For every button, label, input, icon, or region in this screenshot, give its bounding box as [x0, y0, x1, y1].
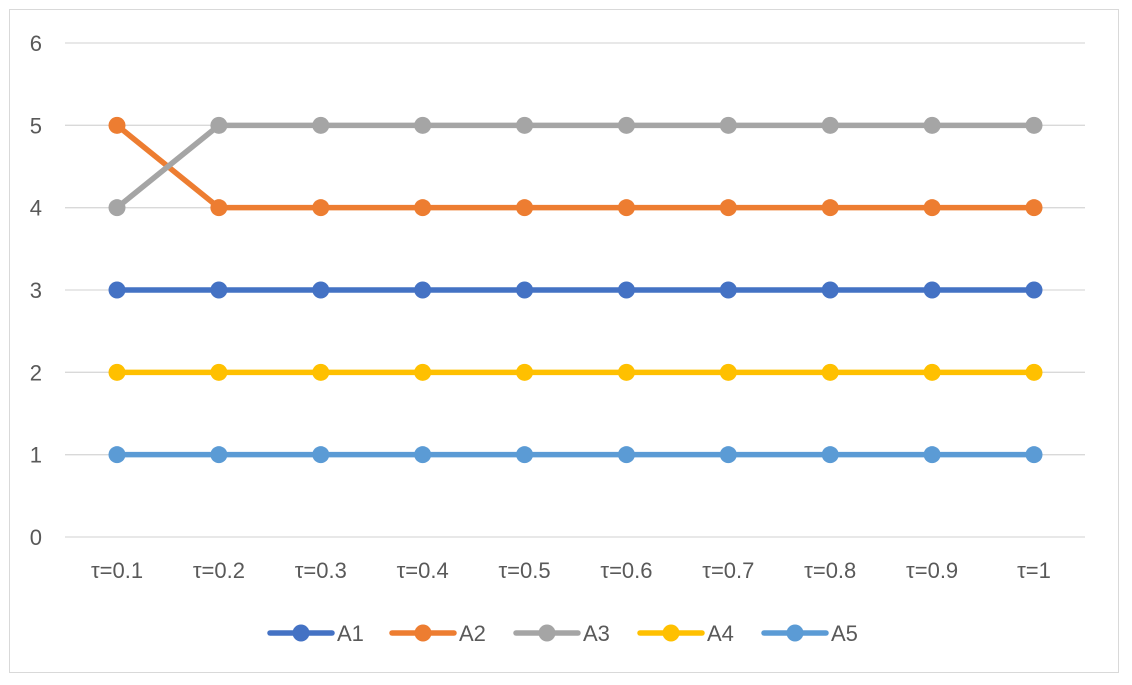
data-point — [1025, 363, 1043, 381]
data-point — [923, 199, 941, 217]
data-point — [617, 363, 635, 381]
legend-label: A3 — [583, 621, 610, 646]
data-point — [821, 281, 839, 299]
data-point — [821, 363, 839, 381]
legend-marker — [414, 624, 432, 642]
data-point — [617, 281, 635, 299]
data-point — [312, 363, 330, 381]
data-point — [312, 446, 330, 464]
data-point — [516, 116, 534, 134]
x-tick-label: τ=0.8 — [804, 558, 856, 583]
data-point — [1025, 446, 1043, 464]
data-point — [312, 281, 330, 299]
series-a1 — [108, 281, 1043, 299]
legend-marker — [292, 624, 310, 642]
data-point — [210, 363, 228, 381]
data-point — [516, 281, 534, 299]
y-tick-label: 5 — [30, 113, 42, 138]
data-point — [923, 446, 941, 464]
data-point — [210, 446, 228, 464]
legend-marker — [786, 624, 804, 642]
data-point — [923, 281, 941, 299]
data-point — [617, 446, 635, 464]
data-point — [719, 363, 737, 381]
x-tick-label: τ=0.6 — [600, 558, 652, 583]
data-point — [210, 116, 228, 134]
data-point — [210, 199, 228, 217]
x-tick-label: τ=0.3 — [295, 558, 347, 583]
y-tick-label: 3 — [30, 278, 42, 303]
x-axis-tick-labels: τ=0.1 τ=0.2 τ=0.3 τ=0.4 τ=0.5 τ=0.6 τ=0.7 τ=0.8… — [91, 558, 1051, 583]
legend-entry-a1: A1 — [267, 621, 364, 646]
data-point — [108, 281, 126, 299]
x-tick-label: τ=0.1 — [91, 558, 143, 583]
y-axis-tick-labels: 0 1 2 3 4 5 6 — [30, 31, 42, 550]
data-point — [312, 199, 330, 217]
data-point — [414, 363, 432, 381]
data-point — [821, 116, 839, 134]
data-point — [821, 199, 839, 217]
legend-label: A2 — [459, 621, 486, 646]
data-point — [414, 446, 432, 464]
y-tick-label: 6 — [30, 31, 42, 56]
data-point — [1025, 199, 1043, 217]
series-line — [114, 122, 1037, 211]
legend-label: A5 — [831, 621, 858, 646]
legend-entry-a5: A5 — [761, 621, 858, 646]
data-point — [312, 116, 330, 134]
data-point — [108, 446, 126, 464]
data-point — [719, 116, 737, 134]
y-tick-label: 0 — [30, 525, 42, 550]
y-tick-label: 4 — [30, 196, 42, 221]
y-tick-label: 2 — [30, 360, 42, 385]
data-point — [414, 281, 432, 299]
series-line — [114, 122, 1037, 211]
data-point — [719, 446, 737, 464]
legend-label: A4 — [707, 621, 734, 646]
data-point — [617, 199, 635, 217]
data-point — [108, 116, 126, 134]
legend-entry-a4: A4 — [637, 621, 734, 646]
series-a3 — [108, 116, 1043, 217]
x-tick-label: τ=0.5 — [498, 558, 550, 583]
data-point — [1025, 116, 1043, 134]
data-point — [108, 363, 126, 381]
legend-marker — [538, 624, 556, 642]
x-tick-label: τ=0.2 — [193, 558, 245, 583]
data-point — [719, 281, 737, 299]
x-tick-label: τ=0.9 — [906, 558, 958, 583]
legend-entry-a3: A3 — [513, 621, 610, 646]
data-point — [1025, 281, 1043, 299]
x-tick-label: τ=1 — [1017, 558, 1051, 583]
data-point — [719, 199, 737, 217]
data-point — [516, 363, 534, 381]
data-point — [210, 281, 228, 299]
series-a5 — [108, 446, 1043, 464]
legend-entry-a2: A2 — [389, 621, 486, 646]
legend-label: A1 — [337, 621, 364, 646]
data-point — [617, 116, 635, 134]
data-point — [821, 446, 839, 464]
data-point — [108, 199, 126, 217]
data-point — [516, 199, 534, 217]
y-tick-label: 1 — [30, 443, 42, 468]
series-a2 — [108, 116, 1043, 217]
x-tick-label: τ=0.4 — [397, 558, 449, 583]
x-tick-label: τ=0.7 — [702, 558, 754, 583]
series-lines — [108, 116, 1043, 464]
data-point — [923, 116, 941, 134]
data-point — [516, 446, 534, 464]
data-point — [414, 116, 432, 134]
data-point — [414, 199, 432, 217]
data-point — [923, 363, 941, 381]
series-a4 — [108, 363, 1043, 381]
legend: A1 A2 A3 A4 A5 — [267, 621, 858, 646]
legend-marker — [662, 624, 680, 642]
